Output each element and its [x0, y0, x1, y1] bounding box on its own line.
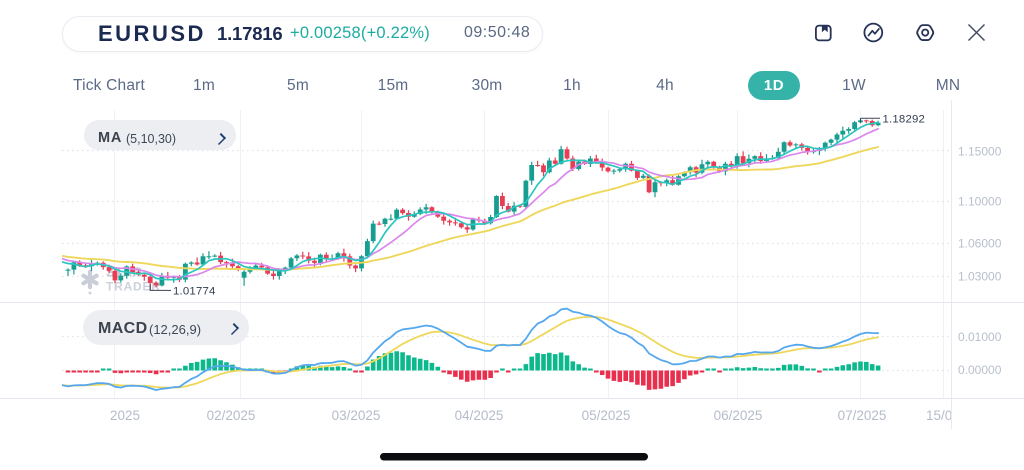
svg-text:15/07: 15/07 [926, 408, 960, 423]
svg-text:06/2025: 06/2025 [714, 408, 763, 423]
svg-text:1.06000: 1.06000 [958, 237, 1002, 251]
svg-text:1.10000: 1.10000 [958, 195, 1002, 209]
svg-text:2025: 2025 [110, 408, 140, 423]
svg-text:0.01000: 0.01000 [958, 330, 1002, 344]
svg-text:1.15000: 1.15000 [958, 145, 1002, 159]
svg-text:02/2025: 02/2025 [207, 408, 256, 423]
svg-text:03/2025: 03/2025 [332, 408, 381, 423]
svg-text:04/2025: 04/2025 [455, 408, 504, 423]
svg-text:TRADER: TRADER [106, 280, 161, 294]
svg-text:1.01774: 1.01774 [173, 286, 216, 298]
svg-text:05/2025: 05/2025 [582, 408, 631, 423]
svg-text:1.03000: 1.03000 [958, 270, 1002, 284]
svg-text:07/2025: 07/2025 [838, 408, 887, 423]
svg-text:0.00000: 0.00000 [958, 363, 1002, 377]
svg-text:1.18292: 1.18292 [883, 113, 926, 125]
